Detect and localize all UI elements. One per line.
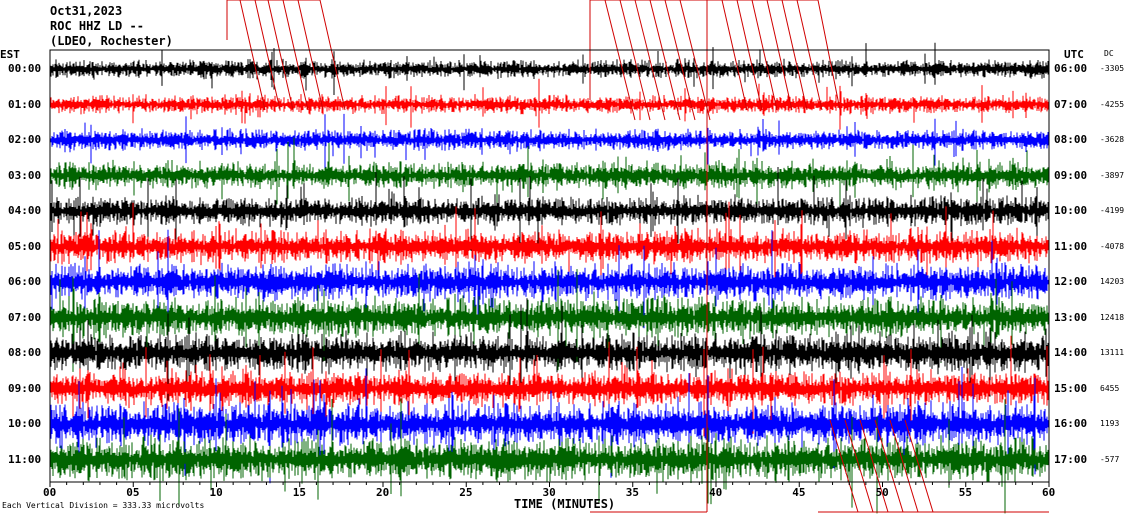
- utc-label: 14:00: [1054, 346, 1088, 359]
- event-marker-line: [282, 0, 309, 111]
- event-markers: [226, 0, 1049, 513]
- seismic-traces: [49, 42, 1050, 514]
- event-marker-line: [736, 0, 763, 111]
- utc-label: 16:00: [1054, 417, 1088, 430]
- dc-value: -4078: [1100, 241, 1125, 251]
- event-marker-line: [604, 0, 636, 121]
- utc-label: 11:00: [1054, 239, 1088, 253]
- x-tick-label: 30: [542, 486, 556, 499]
- dc-value: -4255: [1100, 99, 1125, 109]
- trace-row-0300: [49, 137, 1050, 207]
- trace-row-0000: [49, 42, 1050, 95]
- event-marker-line: [781, 0, 808, 111]
- trace-row-0100: [49, 78, 1050, 130]
- dc-value: -3628: [1100, 135, 1125, 144]
- est-label: 06:00: [8, 275, 42, 288]
- event-marker-box: [707, 0, 841, 111]
- event-marker-line: [297, 0, 324, 111]
- event-marker-line: [634, 0, 666, 121]
- x-tick-label: 10: [209, 486, 223, 499]
- x-axis-label: TIME (MINUTES): [514, 497, 616, 511]
- event-marker-line: [649, 0, 681, 121]
- x-tick-label: 05: [126, 486, 140, 499]
- utc-label: 12:00: [1054, 275, 1088, 288]
- event-marker-line: [904, 419, 934, 513]
- event-marker-line: [874, 419, 904, 513]
- dc-column-title: DC: [1104, 49, 1114, 58]
- est-label: 00:00: [8, 62, 42, 75]
- est-label: 04:00: [8, 204, 42, 217]
- dc-value: -3305: [1100, 64, 1125, 73]
- est-label: 03:00: [8, 168, 42, 182]
- utc-label: 08:00: [1054, 133, 1088, 146]
- est-label: 11:00: [8, 452, 42, 466]
- x-tick-label: 40: [709, 486, 723, 499]
- dc-value: -4199: [1100, 206, 1125, 215]
- trace-row-0200: [49, 113, 1050, 169]
- event-marker-line: [664, 0, 696, 121]
- dc-value: 6455: [1100, 383, 1120, 393]
- event-marker-line: [679, 0, 711, 121]
- event-marker-line: [859, 419, 889, 513]
- utc-label: 17:00: [1054, 452, 1088, 466]
- est-label: 10:00: [8, 417, 42, 430]
- dc-value: -577: [1100, 454, 1120, 464]
- event-marker-line: [239, 0, 266, 111]
- utc-label: 06:00: [1054, 62, 1088, 75]
- x-tick-label: 00: [43, 486, 57, 499]
- event-marker-line: [267, 0, 294, 111]
- scale-note: Each Vertical Division = 333.33 microvol…: [2, 501, 205, 510]
- event-marker-line: [721, 0, 748, 111]
- x-tick-label: 25: [459, 486, 473, 499]
- station-code: ROC HHZ LD --: [50, 19, 144, 33]
- event-marker-line: [254, 0, 281, 111]
- est-label: 09:00: [8, 381, 42, 395]
- network-name: (LDEO, Rochester): [50, 34, 173, 48]
- chart-date: Oct31,2023: [50, 4, 123, 18]
- dc-value: 12418: [1100, 312, 1125, 322]
- est-label: 01:00: [8, 97, 42, 111]
- event-marker-line: [844, 419, 874, 513]
- est-label: 08:00: [8, 346, 42, 359]
- est-label: 07:00: [8, 310, 42, 324]
- x-tick-label: 50: [875, 486, 889, 499]
- est-label: 02:00: [8, 133, 42, 146]
- utc-axis-title: UTC: [1064, 48, 1084, 61]
- dc-value: -3897: [1100, 170, 1125, 180]
- event-marker-box: [226, 0, 346, 111]
- x-tick-label: 45: [792, 486, 806, 499]
- event-marker-line: [766, 0, 793, 111]
- x-tick-label: 15: [292, 486, 306, 499]
- plot-frame: [49, 49, 1050, 487]
- utc-label: 13:00: [1054, 310, 1088, 324]
- dc-value: 1193: [1100, 419, 1120, 428]
- event-marker-line: [751, 0, 778, 111]
- utc-label: 15:00: [1054, 381, 1088, 395]
- event-marker-line: [619, 0, 651, 121]
- x-tick-label: 20: [376, 486, 390, 499]
- utc-label: 07:00: [1054, 97, 1088, 111]
- est-axis-title: EST: [0, 48, 20, 61]
- dc-value: 14203: [1100, 277, 1125, 286]
- est-label: 05:00: [8, 239, 42, 253]
- event-marker-line: [829, 419, 859, 513]
- x-tick-label: 55: [958, 486, 972, 499]
- event-marker-line: [796, 0, 823, 111]
- dc-value: 13111: [1100, 348, 1125, 357]
- utc-label: 10:00: [1054, 204, 1088, 217]
- x-tick-label: 60: [1042, 486, 1056, 499]
- event-marker-line: [889, 419, 919, 513]
- utc-label: 09:00: [1054, 168, 1088, 182]
- x-tick-label: 35: [625, 486, 639, 499]
